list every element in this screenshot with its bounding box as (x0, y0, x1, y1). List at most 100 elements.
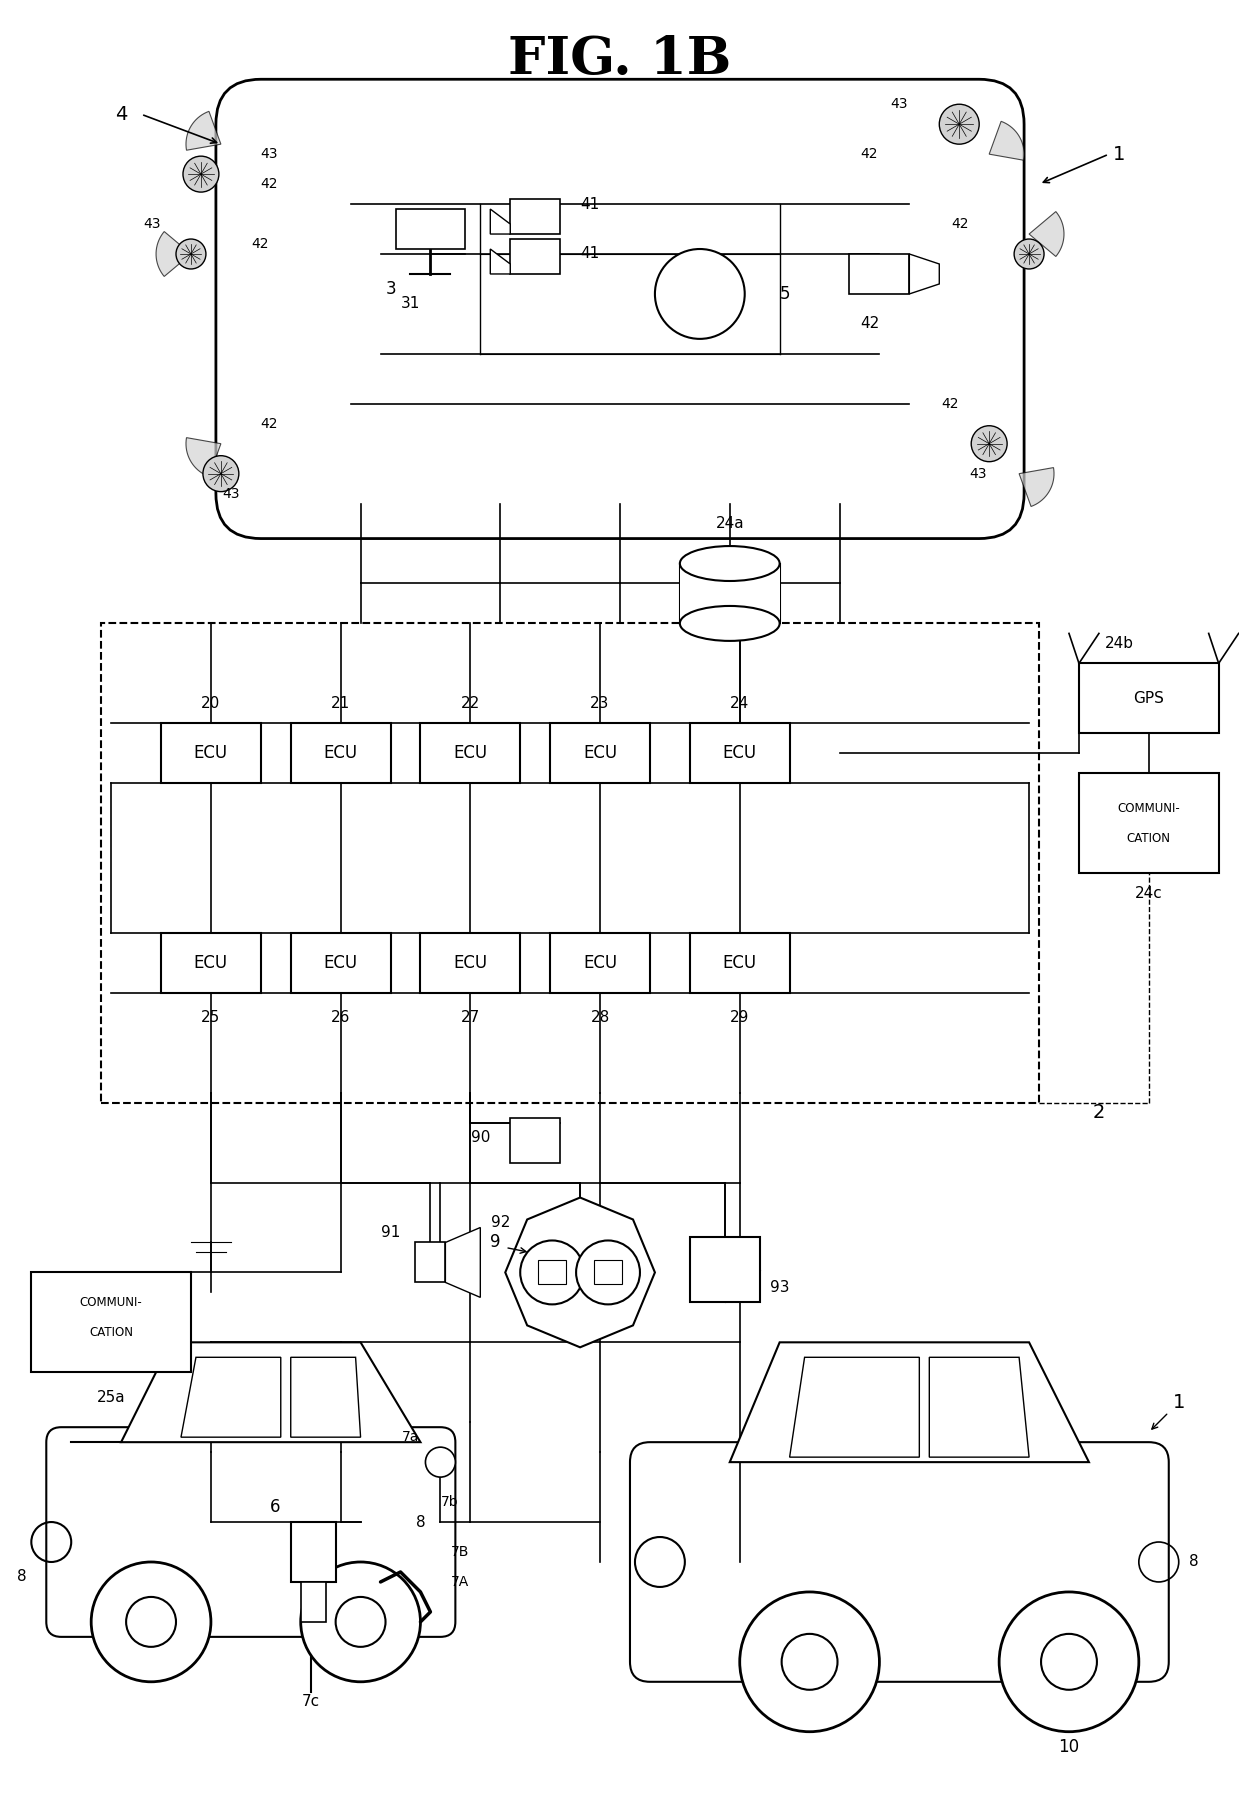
Text: ECU: ECU (723, 954, 756, 972)
Text: COMMUNI-: COMMUNI- (79, 1296, 143, 1309)
Text: 1: 1 (1112, 144, 1125, 164)
Polygon shape (490, 249, 510, 274)
Polygon shape (186, 438, 221, 476)
FancyBboxPatch shape (630, 1442, 1169, 1682)
Bar (510, 240, 560, 274)
Text: 26: 26 (331, 1010, 351, 1026)
Circle shape (126, 1597, 176, 1646)
Circle shape (1014, 240, 1044, 269)
Text: 25: 25 (201, 1010, 221, 1026)
Bar (420, 932, 521, 993)
Text: CATION: CATION (1127, 831, 1171, 844)
Text: ECU: ECU (193, 954, 228, 972)
Bar (551, 932, 650, 993)
Text: 5: 5 (780, 285, 790, 303)
Text: 92: 92 (491, 1215, 510, 1230)
Text: 41: 41 (580, 247, 599, 261)
Text: 42: 42 (952, 216, 970, 231)
Bar (689, 723, 790, 783)
FancyBboxPatch shape (46, 1428, 455, 1637)
Text: 7a: 7a (402, 1430, 419, 1444)
Text: ECU: ECU (324, 954, 357, 972)
Text: 42: 42 (861, 148, 878, 160)
Ellipse shape (680, 546, 780, 581)
Text: 8: 8 (16, 1569, 26, 1585)
Text: 4: 4 (115, 105, 128, 124)
Text: 43: 43 (890, 97, 908, 112)
Text: ECU: ECU (454, 954, 487, 972)
Bar (510, 198, 560, 234)
Text: 42: 42 (859, 316, 879, 332)
Text: ECU: ECU (454, 745, 487, 763)
Circle shape (971, 426, 1007, 462)
Polygon shape (909, 254, 939, 294)
Bar (689, 932, 790, 993)
Bar (415, 1242, 445, 1282)
Polygon shape (730, 1341, 1089, 1462)
Bar (1079, 773, 1219, 873)
Text: 8: 8 (415, 1515, 425, 1529)
Bar (161, 932, 260, 993)
Circle shape (92, 1561, 211, 1682)
Text: ECU: ECU (193, 745, 228, 763)
Polygon shape (445, 1228, 480, 1298)
Text: 23: 23 (590, 696, 610, 710)
Bar (290, 723, 391, 783)
Text: GPS: GPS (1133, 691, 1164, 705)
Bar (680, 564, 780, 624)
Text: 1: 1 (1173, 1392, 1185, 1412)
Bar (396, 209, 465, 249)
Text: ECU: ECU (324, 745, 357, 763)
Text: 91: 91 (381, 1224, 401, 1240)
Circle shape (176, 240, 206, 269)
Polygon shape (1019, 467, 1054, 507)
Text: 42: 42 (260, 177, 278, 191)
Circle shape (999, 1592, 1138, 1731)
Circle shape (184, 157, 219, 193)
Polygon shape (186, 112, 221, 150)
Polygon shape (1029, 211, 1064, 256)
Bar (290, 1522, 336, 1581)
Bar (161, 723, 260, 783)
Bar (849, 254, 909, 294)
Circle shape (336, 1597, 386, 1646)
Text: 31: 31 (401, 296, 420, 312)
Text: 43: 43 (970, 467, 987, 481)
Text: 29: 29 (730, 1010, 749, 1026)
Bar (290, 932, 391, 993)
Bar (510, 1118, 560, 1163)
Bar (594, 1260, 622, 1284)
Circle shape (655, 249, 745, 339)
Bar (689, 1237, 760, 1302)
Circle shape (740, 1592, 879, 1731)
Text: 3: 3 (386, 279, 396, 297)
Circle shape (939, 105, 980, 144)
Circle shape (521, 1240, 584, 1304)
Text: 42: 42 (250, 236, 268, 251)
Circle shape (577, 1240, 640, 1304)
Text: 22: 22 (461, 696, 480, 710)
Polygon shape (156, 231, 191, 276)
Text: 28: 28 (590, 1010, 610, 1026)
Text: 24c: 24c (1135, 885, 1163, 900)
Bar (1079, 664, 1219, 734)
Text: 43: 43 (144, 216, 161, 231)
Text: 90: 90 (471, 1130, 490, 1145)
Circle shape (1042, 1634, 1097, 1689)
Polygon shape (490, 209, 510, 234)
Text: 24: 24 (730, 696, 749, 710)
Text: 21: 21 (331, 696, 350, 710)
Text: 27: 27 (461, 1010, 480, 1026)
Text: 42: 42 (941, 397, 960, 411)
Ellipse shape (680, 606, 780, 640)
Text: 7B: 7B (450, 1545, 469, 1560)
Text: 9: 9 (490, 1233, 501, 1251)
Text: CATION: CATION (89, 1325, 133, 1340)
Text: ECU: ECU (583, 954, 618, 972)
Text: 7b: 7b (440, 1495, 458, 1509)
Text: 93: 93 (770, 1280, 789, 1295)
Text: 7A: 7A (450, 1576, 469, 1588)
Text: 20: 20 (201, 696, 221, 710)
Text: 6: 6 (270, 1498, 280, 1516)
Circle shape (203, 456, 239, 492)
